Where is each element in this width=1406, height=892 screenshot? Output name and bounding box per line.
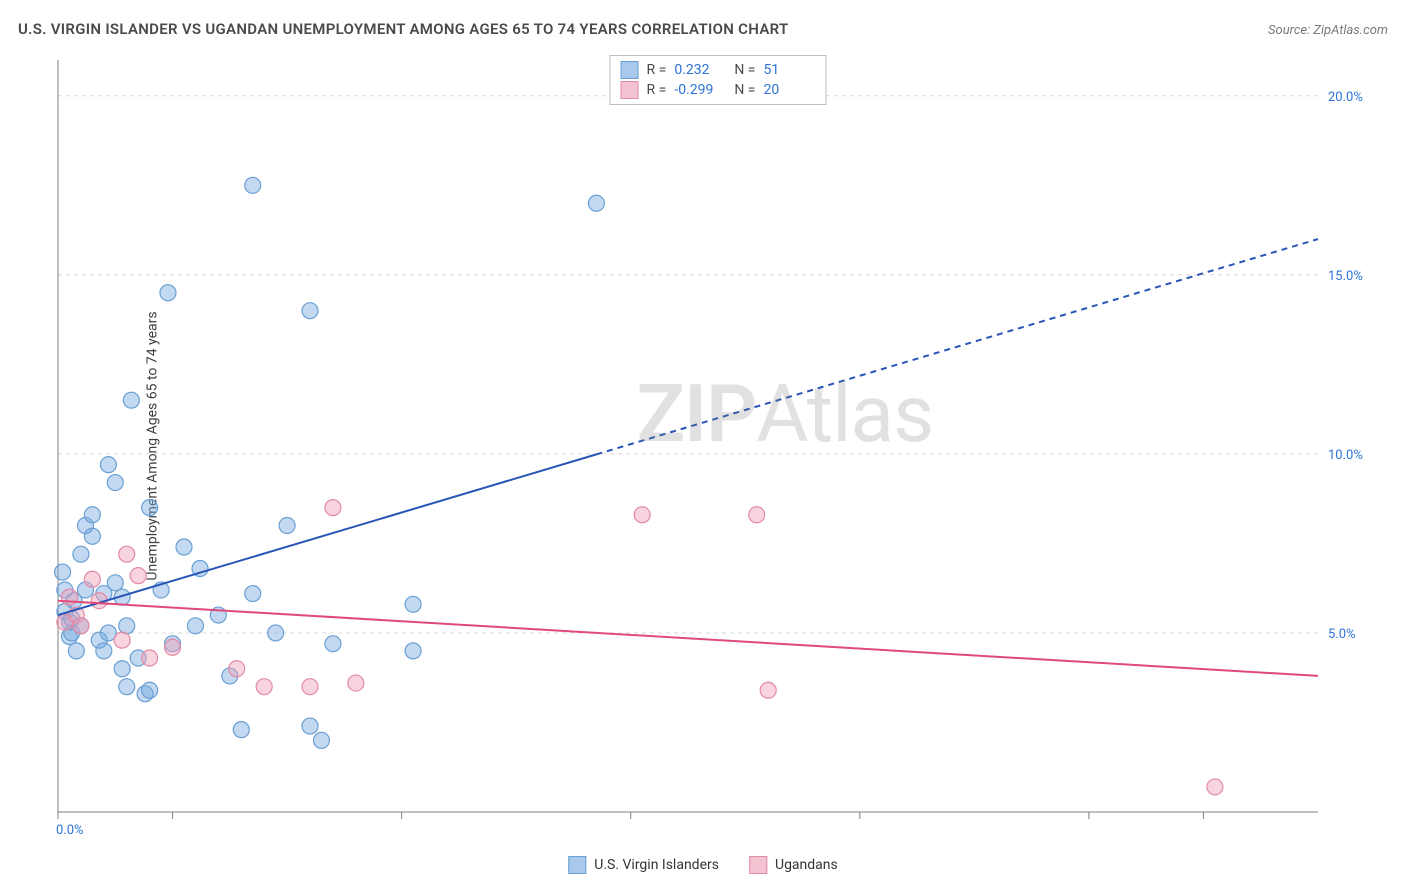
legend-row-ugandan: R = -0.299 N = 20 [621,80,816,100]
chart-title: U.S. VIRGIN ISLANDER VS UGANDAN UNEMPLOY… [18,20,789,38]
chart-container: Unemployment Among Ages 65 to 74 years R… [48,50,1388,842]
swatch-usvi-icon [568,856,586,874]
svg-text:15.0%: 15.0% [1328,269,1363,284]
svg-text:5.0%: 5.0% [1328,627,1356,642]
n-value-usvi: 51 [763,62,815,78]
swatch-ugandan-icon [749,856,767,874]
source-attribution: Source: ZipAtlas.com [1268,23,1388,38]
r-label: R = [647,82,667,98]
svg-text:0.0%: 0.0% [56,823,84,838]
svg-text:20.0%: 20.0% [1328,90,1363,105]
series-legend: U.S. Virgin Islanders Ugandans [568,856,838,874]
r-value-ugandan: -0.299 [674,82,726,98]
n-value-ugandan: 20 [763,82,815,98]
n-label: N = [734,62,755,78]
scatter-plot: 5.0% 10.0% 15.0% 20.0% 0.0% [48,50,1388,842]
swatch-usvi-icon [621,61,639,79]
r-label: R = [647,62,667,78]
legend-label-ugandan: Ugandans [775,857,838,873]
legend-label-usvi: U.S. Virgin Islanders [594,857,719,873]
svg-text:10.0%: 10.0% [1328,448,1363,463]
n-label: N = [734,82,755,98]
legend-item-usvi: U.S. Virgin Islanders [568,856,719,874]
correlation-legend: R = 0.232 N = 51 R = -0.299 N = 20 [610,55,827,105]
swatch-ugandan-icon [621,81,639,99]
r-value-usvi: 0.232 [674,62,726,78]
legend-row-usvi: R = 0.232 N = 51 [621,60,816,80]
legend-item-ugandan: Ugandans [749,856,838,874]
